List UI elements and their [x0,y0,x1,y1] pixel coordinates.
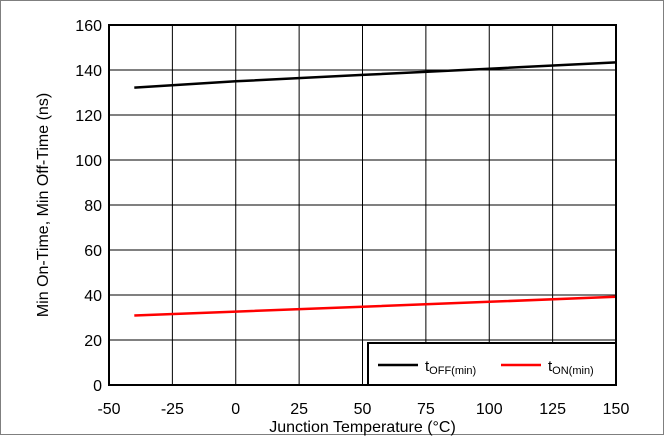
x-tick-labels: -50 -25 0 25 50 75 100 125 150 [97,401,629,418]
legend-label: tOFF(min) [425,358,476,377]
x-tick-label: 0 [231,401,240,418]
legend-label: tON(min) [548,358,594,377]
x-tick-label: -25 [161,401,184,418]
legend-box [367,342,617,386]
y-tick-label: 80 [84,198,102,215]
y-tick-labels: 0 20 40 60 80 100 120 140 160 [75,18,102,395]
y-axis-label: Min On-Time, Min Off-Time (ns) [35,93,52,317]
series-line-ton-min [134,295,617,317]
grid-lines [108,24,617,386]
x-tick-label: 150 [603,401,630,418]
x-tick-label: 50 [354,401,372,418]
y-tick-label: 40 [84,288,102,305]
plot-area [108,24,617,386]
x-tick-label: 100 [476,401,503,418]
series-group [134,61,617,317]
legend: tOFF(min) tON(min) [367,342,617,386]
series-line-toff-min [134,61,617,89]
y-tick-label: 140 [75,63,102,80]
y-tick-label: 120 [75,108,102,125]
x-tick-label: 125 [539,401,566,418]
y-tick-label: 20 [84,333,102,350]
y-tick-label: 100 [75,153,102,170]
y-tick-label: 0 [93,378,102,395]
x-axis-label: Junction Temperature (°C) [269,419,456,436]
y-tick-label: 160 [75,18,102,35]
x-tick-label: 25 [290,401,308,418]
x-tick-label: -50 [97,401,120,418]
y-tick-label: 60 [84,243,102,260]
x-tick-label: 75 [417,401,435,418]
